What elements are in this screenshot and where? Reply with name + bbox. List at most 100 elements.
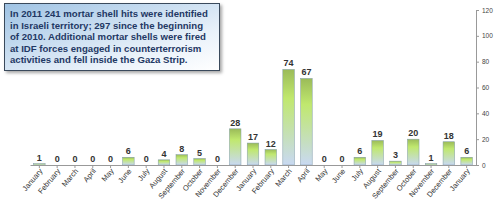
y-axis: 0 20 40 60 80 100 120: [476, 7, 493, 169]
x-tick-mark: [466, 165, 467, 168]
bar: [140, 165, 152, 166]
x-tick-label: December: [425, 166, 454, 199]
x-tick-mark: [217, 165, 218, 168]
bar: [443, 142, 455, 165]
bar: [123, 157, 135, 165]
bar: [354, 157, 366, 165]
x-tick-label: December: [211, 166, 240, 199]
x-tick-label: February: [250, 167, 276, 196]
x-tick: September: [156, 165, 187, 201]
x-tick-mark: [128, 165, 129, 168]
title: In 2011 241 mortar shell hits were ident…: [4, 3, 220, 71]
x-tick-mark: [110, 165, 111, 168]
data-label: 18: [444, 131, 454, 141]
data-label: 6: [357, 146, 362, 156]
bar: [194, 159, 206, 165]
data-label: 3: [393, 150, 398, 160]
x-tick: May: [313, 165, 329, 183]
x-tick-mark: [431, 165, 432, 168]
data-label: 12: [266, 139, 276, 149]
x-tick-mark: [288, 165, 289, 168]
data-label: 0: [322, 154, 327, 164]
bars: [34, 69, 473, 165]
x-tick-mark: [377, 165, 378, 168]
x-tick-mark: [199, 165, 200, 168]
x-tick: July: [136, 165, 152, 183]
y-tick-label: 120: [482, 7, 493, 14]
x-tick: May: [100, 165, 116, 183]
data-label: 0: [90, 154, 95, 164]
bar: [69, 165, 81, 166]
bar: [212, 165, 224, 166]
x-tick-label: March: [273, 167, 293, 189]
x-tick-mark: [57, 165, 58, 168]
bar: [390, 161, 402, 165]
x-tick-mark: [342, 165, 343, 168]
x-tick: July: [350, 165, 366, 183]
x-tick-mark: [448, 165, 449, 168]
x-tick-mark: [324, 165, 325, 168]
y-tick-label: 60: [482, 84, 490, 91]
data-label: 28: [230, 118, 240, 128]
x-tick-label: April: [295, 166, 312, 184]
bar: [34, 164, 46, 165]
y-tick: 80: [476, 58, 490, 65]
bar: [372, 140, 384, 165]
bar: [105, 165, 117, 166]
y-tick-mark: [476, 113, 479, 114]
y-tick-label: 100: [482, 32, 493, 39]
bar: [301, 78, 313, 165]
x-tick-mark: [146, 165, 147, 168]
x-tick-label: May: [313, 167, 329, 184]
x-axis: JanuaryFebruaryMarchAprilMayJuneJulyAugu…: [20, 165, 476, 201]
y-tick-label: 40: [482, 110, 490, 117]
data-label: 4: [161, 149, 166, 159]
y-tick-mark: [476, 139, 479, 140]
x-tick-label: January: [448, 167, 472, 193]
x-tick: June: [330, 165, 347, 185]
y-tick-label: 80: [482, 58, 490, 65]
x-tick: January: [448, 165, 472, 193]
bar: [158, 160, 170, 165]
x-tick: September: [370, 165, 401, 201]
data-label: 0: [215, 154, 220, 164]
y-tick: 0: [476, 162, 486, 169]
x-tick-label: June: [116, 167, 133, 185]
bar: [247, 143, 259, 165]
bar: [425, 164, 437, 165]
data-label: 67: [301, 67, 311, 77]
x-tick-label: July: [136, 167, 152, 183]
y-tick-mark: [476, 10, 479, 11]
data-label: 17: [248, 132, 258, 142]
y-tick-mark: [476, 62, 479, 63]
y-tick: 40: [476, 110, 490, 117]
y-tick-mark: [476, 36, 479, 37]
data-label: 8: [179, 144, 184, 154]
x-tick-label: February: [36, 167, 62, 196]
x-tick: April: [295, 165, 312, 184]
data-label: 1: [37, 153, 42, 163]
x-tick-mark: [39, 165, 40, 168]
x-tick-mark: [253, 165, 254, 168]
x-tick-mark: [163, 165, 164, 168]
x-tick: March: [273, 165, 293, 188]
data-label: 1: [429, 153, 434, 163]
bar: [265, 150, 277, 166]
x-tick-mark: [92, 165, 93, 168]
x-tick-label: April: [81, 166, 98, 184]
x-tick-mark: [413, 165, 414, 168]
data-label: 19: [373, 129, 383, 139]
data-label: 0: [72, 154, 77, 164]
x-tick-label: June: [330, 167, 347, 185]
y-tick: 100: [476, 32, 493, 39]
x-tick-mark: [395, 165, 396, 168]
x-tick: April: [81, 165, 98, 184]
y-tick-label: 20: [482, 136, 490, 143]
x-tick-mark: [270, 165, 271, 168]
data-label: 0: [340, 154, 345, 164]
y-tick-label: 0: [482, 162, 486, 169]
x-tick: March: [60, 165, 80, 188]
x-tick-mark: [359, 165, 360, 168]
x-tick-mark: [235, 165, 236, 168]
data-labels: 100006048502817127467006193201186: [37, 58, 469, 164]
